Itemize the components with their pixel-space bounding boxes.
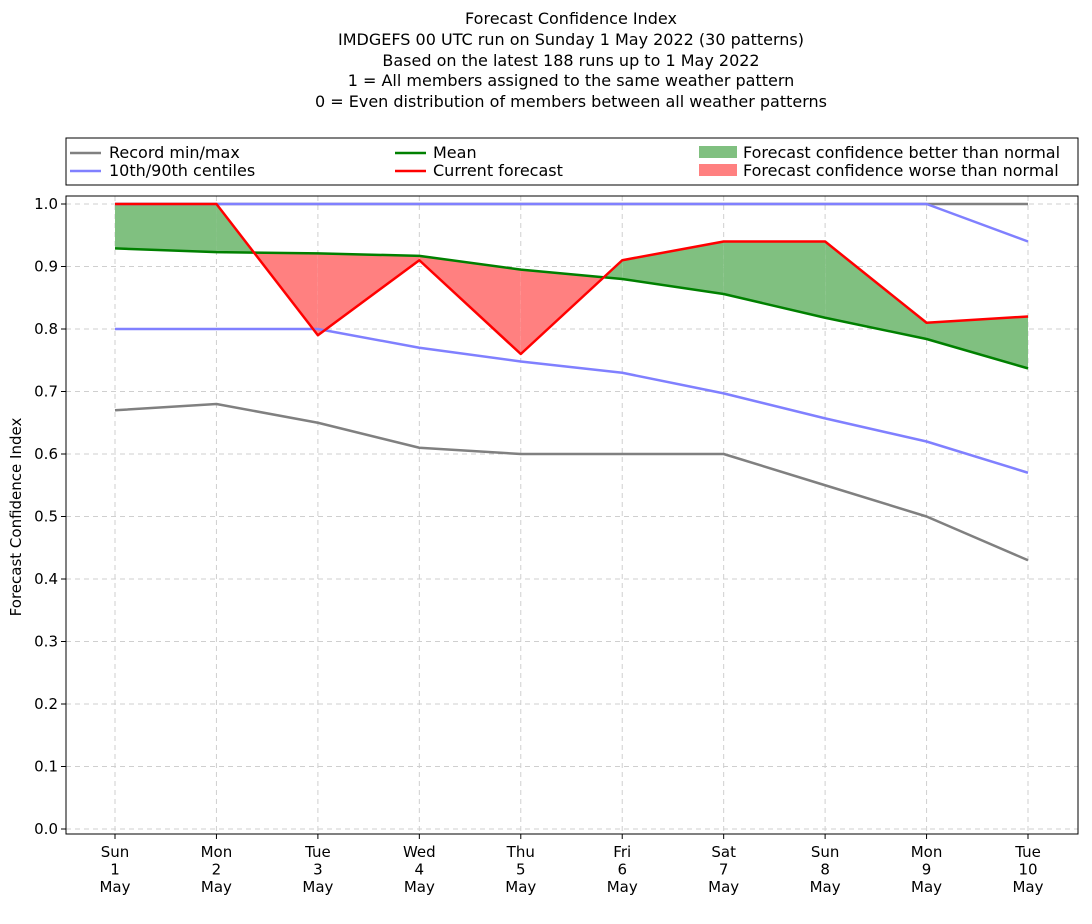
x-tick-label: May [99, 878, 130, 896]
legend-swatch-worse [699, 164, 737, 176]
x-tick-label: Sun [101, 843, 130, 861]
x-tick-label: May [302, 878, 333, 896]
x-tick-label: Tue [304, 843, 331, 861]
fill-worse-than-normal [520, 269, 604, 354]
y-tick-label: 0.2 [34, 695, 58, 713]
plot-frame [65, 195, 1079, 835]
legend: Record min/max 10th/90th centiles Mean C… [65, 137, 1079, 186]
x-tick-label: Tue [1014, 843, 1041, 861]
title-line-4: 1 = All members assigned to the same wea… [348, 71, 795, 90]
x-tick-label: 3 [313, 861, 323, 879]
y-tick-label: 0.0 [34, 820, 58, 838]
line-90th-centile [115, 202, 1029, 243]
title-line-1: Forecast Confidence Index [465, 9, 677, 28]
x-tick-label: May [201, 878, 232, 896]
y-tick-label: 0.9 [34, 258, 58, 276]
fill-better-than-normal [926, 316, 1028, 369]
x-tick-label: Sun [811, 843, 840, 861]
x-tick-label: May [911, 878, 942, 896]
line-10th-centile [115, 327, 1029, 474]
legend-label-mean: Mean [433, 143, 477, 162]
x-tick-label: 1 [110, 861, 120, 879]
series-lines [114, 202, 1029, 562]
line-record-min [114, 402, 1029, 562]
x-tick-label: May [708, 878, 739, 896]
x-axis-ticks: Sun1MayMon2MayTue3MayWed4MayThu5MayFri6M… [99, 834, 1044, 896]
legend-label-current: Current forecast [433, 161, 563, 180]
y-tick-label: 1.0 [34, 195, 58, 213]
fill-areas [115, 204, 1028, 369]
y-axis-label: Forecast Confidence Index [7, 418, 25, 617]
x-tick-label: May [810, 878, 841, 896]
legend-label-worse: Forecast confidence worse than normal [743, 161, 1059, 180]
x-tick-label: May [404, 878, 435, 896]
title-line-2: IMDGEFS 00 UTC run on Sunday 1 May 2022 … [338, 30, 804, 49]
x-tick-label: May [1012, 878, 1043, 896]
x-tick-label: Mon [201, 843, 233, 861]
y-tick-label: 0.6 [34, 445, 58, 463]
legend-swatch-better [699, 146, 737, 158]
x-tick-label: 9 [922, 861, 932, 879]
title-line-3: Based on the latest 188 runs up to 1 May… [382, 51, 759, 70]
legend-label-better: Forecast confidence better than normal [743, 143, 1060, 162]
legend-label-record: Record min/max [109, 143, 240, 162]
x-tick-label: 2 [212, 861, 222, 879]
fill-worse-than-normal [253, 252, 318, 336]
y-tick-label: 0.8 [34, 320, 58, 338]
x-tick-label: May [505, 878, 536, 896]
x-tick-label: Mon [911, 843, 943, 861]
x-tick-label: 5 [516, 861, 526, 879]
title-line-5: 0 = Even distribution of members between… [315, 92, 827, 111]
fill-better-than-normal [622, 241, 724, 294]
legend-label-centiles: 10th/90th centiles [109, 161, 255, 180]
legend-frame [65, 137, 1079, 186]
y-tick-label: 0.3 [34, 633, 58, 651]
x-tick-label: May [607, 878, 638, 896]
x-tick-label: Thu [506, 843, 535, 861]
line-mean [114, 247, 1029, 370]
y-tick-label: 0.7 [34, 383, 58, 401]
x-tick-label: 4 [415, 861, 425, 879]
x-tick-label: 8 [820, 861, 830, 879]
x-tick-label: 7 [719, 861, 729, 879]
fill-better-than-normal [825, 241, 927, 339]
y-tick-label: 0.4 [34, 570, 58, 588]
line-current-forecast [115, 202, 1029, 356]
y-tick-label: 0.5 [34, 508, 58, 526]
x-tick-label: Fri [613, 843, 631, 861]
fill-worse-than-normal [317, 253, 420, 336]
chart-title: Forecast Confidence Index IMDGEFS 00 UTC… [315, 9, 827, 111]
y-axis-ticks: 0.0 0.1 0.2 0.3 0.4 0.5 0.6 0.7 0.8 0.9 1.0 [34, 195, 66, 838]
y-tick-label: 0.1 [34, 758, 58, 776]
fill-better-than-normal [115, 204, 217, 253]
x-tick-label: 10 [1018, 861, 1037, 879]
x-tick-label: 6 [617, 861, 627, 879]
x-tick-label: Wed [403, 843, 436, 861]
grid [66, 196, 1078, 834]
x-tick-label: Sat [711, 843, 736, 861]
